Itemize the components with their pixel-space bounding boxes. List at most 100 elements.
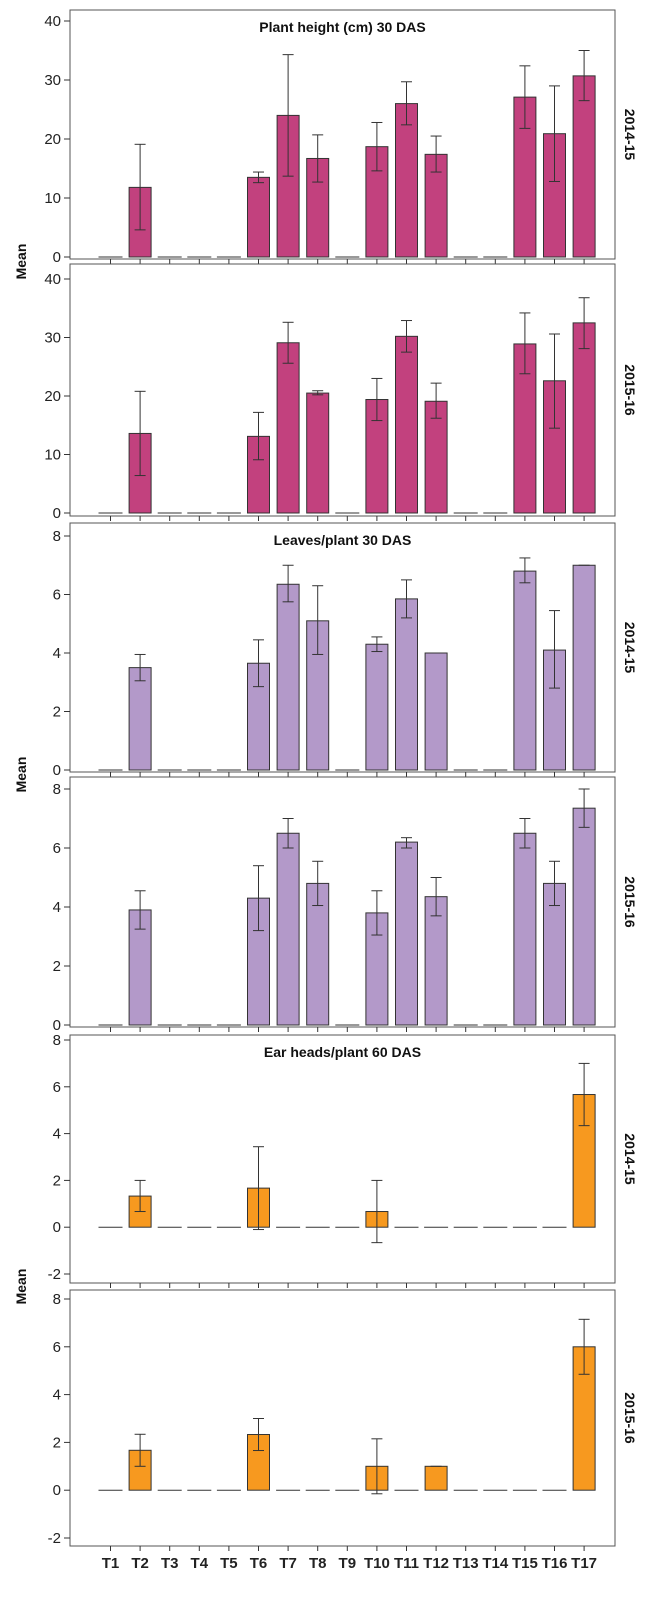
y-tick-label: 2 bbox=[53, 958, 61, 975]
error-bar-T16 bbox=[549, 610, 560, 689]
error-bar-T12 bbox=[430, 382, 442, 419]
x-axis-labels: T1 T2 T3 T4 T5 T6 T7 T8 T9 T10 T11 T12 T13 T14 T15 T16 T… bbox=[102, 1555, 597, 1572]
error-bar-T10 bbox=[371, 636, 383, 653]
bar-T11 bbox=[395, 103, 418, 258]
y-tick-label: 2 bbox=[53, 704, 61, 721]
y-tick-label: 4 bbox=[53, 1126, 61, 1143]
x-tick-label: T6 bbox=[250, 1555, 268, 1572]
error-bar-T10 bbox=[371, 1438, 383, 1495]
error-bar-T6 bbox=[253, 1146, 264, 1231]
row-label: 2014-15 bbox=[622, 109, 638, 161]
error-bar-T8 bbox=[312, 585, 324, 655]
y-tick-label: 40 bbox=[44, 13, 61, 30]
y-tick-label: 30 bbox=[44, 72, 61, 89]
error-bar-T17 bbox=[578, 1062, 590, 1127]
chart-panel-3-2015-16: -2 0 2 4 6 8 2015-16 bbox=[48, 1289, 638, 1551]
error-bar-T7 bbox=[282, 321, 294, 364]
x-tick-label: T3 bbox=[161, 1555, 179, 1572]
error-bar-T2 bbox=[134, 390, 146, 477]
x-tick-label: T7 bbox=[279, 1555, 297, 1572]
y-axis-label: Mean bbox=[13, 1269, 29, 1305]
bar-T11 bbox=[395, 841, 418, 1026]
error-bar-T10 bbox=[371, 377, 383, 422]
error-bar-T17 bbox=[578, 1318, 590, 1375]
error-bar-T2 bbox=[134, 143, 146, 231]
bar-T10 bbox=[365, 643, 389, 771]
y-tick-label: 6 bbox=[53, 587, 61, 604]
error-bar-T6 bbox=[253, 411, 264, 461]
y-axis-label: Mean bbox=[13, 757, 29, 793]
error-bar-T6 bbox=[253, 639, 264, 688]
y-tick-label: 0 bbox=[53, 249, 61, 266]
error-bar-T15 bbox=[519, 65, 531, 129]
x-tick-label: T2 bbox=[131, 1555, 149, 1572]
y-tick-label: 10 bbox=[44, 190, 61, 207]
error-bar-T7 bbox=[282, 818, 294, 849]
y-tick-label: 8 bbox=[53, 1291, 61, 1308]
plot-frame bbox=[69, 1034, 616, 1284]
x-tick-label: T12 bbox=[423, 1555, 449, 1572]
error-bar-T10 bbox=[371, 121, 383, 172]
x-tick-label: T9 bbox=[339, 1555, 357, 1572]
y-tick-label: 40 bbox=[44, 271, 61, 288]
y-tick-label: 20 bbox=[44, 131, 61, 148]
x-tick-label: T16 bbox=[542, 1555, 568, 1572]
chart-title: Plant height (cm) 30 DAS bbox=[259, 19, 425, 35]
bar-T12 bbox=[424, 1465, 448, 1491]
row-label: 2015-16 bbox=[622, 876, 638, 928]
error-bar-T15 bbox=[519, 818, 531, 849]
error-bar-T12 bbox=[430, 877, 442, 917]
row-label: 2015-16 bbox=[622, 1392, 638, 1444]
error-bar-T16 bbox=[549, 85, 560, 182]
y-tick-label: 6 bbox=[53, 1079, 61, 1096]
plot-frame bbox=[69, 522, 616, 773]
row-label: 2014-15 bbox=[622, 622, 638, 674]
chart-panel-3-2014-15: -2 0 2 4 6 8 2014-15 bbox=[48, 1032, 638, 1288]
bar-T17 bbox=[572, 75, 596, 258]
x-tick-label: T10 bbox=[364, 1555, 390, 1572]
error-bar-T7 bbox=[282, 564, 294, 603]
y-tick-label: 4 bbox=[53, 1387, 61, 1404]
error-bar-T10 bbox=[371, 890, 383, 936]
y-tick-label: 0 bbox=[53, 505, 61, 522]
plot-frame bbox=[69, 263, 616, 517]
bar-T15 bbox=[513, 832, 537, 1026]
y-tick-label: 20 bbox=[44, 388, 61, 405]
chart-group-2: 0 2 4 6 8 2014-15 0 2 4 6 8 2015-16 Leaves/plant 30 … bbox=[13, 522, 638, 1034]
row-label: 2014-15 bbox=[622, 1133, 638, 1185]
error-bar-T2 bbox=[134, 1433, 146, 1467]
y-tick-label: 0 bbox=[53, 1482, 61, 1499]
x-tick-label: T11 bbox=[394, 1555, 419, 1572]
error-bar-T16 bbox=[549, 333, 560, 429]
error-bar-T8 bbox=[312, 860, 324, 907]
error-bar-T16 bbox=[549, 860, 560, 907]
y-tick-label: 0 bbox=[53, 762, 61, 779]
x-tick-label: T15 bbox=[512, 1555, 538, 1572]
bar-T17 bbox=[572, 322, 596, 514]
y-tick-label: 4 bbox=[53, 645, 61, 662]
y-tick-label: 4 bbox=[53, 899, 61, 916]
error-bar-T6 bbox=[253, 171, 264, 184]
y-tick-label: 6 bbox=[53, 1339, 61, 1356]
y-tick-label: 10 bbox=[44, 447, 61, 464]
error-bar-T2 bbox=[134, 653, 146, 682]
error-bar-T15 bbox=[519, 312, 531, 375]
chart-panel-1-2015-16: 0 10 20 30 40 2015-16 bbox=[44, 263, 638, 522]
bar-T11 bbox=[395, 598, 418, 771]
y-tick-label: 0 bbox=[53, 1017, 61, 1034]
error-bar-T12 bbox=[430, 135, 442, 173]
error-bar-T15 bbox=[519, 557, 531, 584]
error-bar-T6 bbox=[253, 865, 264, 932]
bar-T7 bbox=[276, 832, 300, 1026]
x-tick-label: T8 bbox=[309, 1555, 327, 1572]
chart-group-1: 0 10 20 30 40 2014-15 0 10 20 30 40 2015-16 Plant he… bbox=[13, 9, 638, 522]
y-tick-label: -2 bbox=[48, 1530, 61, 1547]
plot-frame bbox=[69, 9, 616, 260]
x-tick-label: T1 bbox=[102, 1555, 120, 1572]
chart-title: Ear heads/plant 60 DAS bbox=[264, 1044, 421, 1060]
chart-panel-1-2014-15: 0 10 20 30 40 2014-15 bbox=[44, 9, 638, 266]
bar-T12 bbox=[424, 652, 448, 771]
error-bar-T6 bbox=[253, 1418, 264, 1452]
y-tick-label: 8 bbox=[53, 528, 61, 545]
